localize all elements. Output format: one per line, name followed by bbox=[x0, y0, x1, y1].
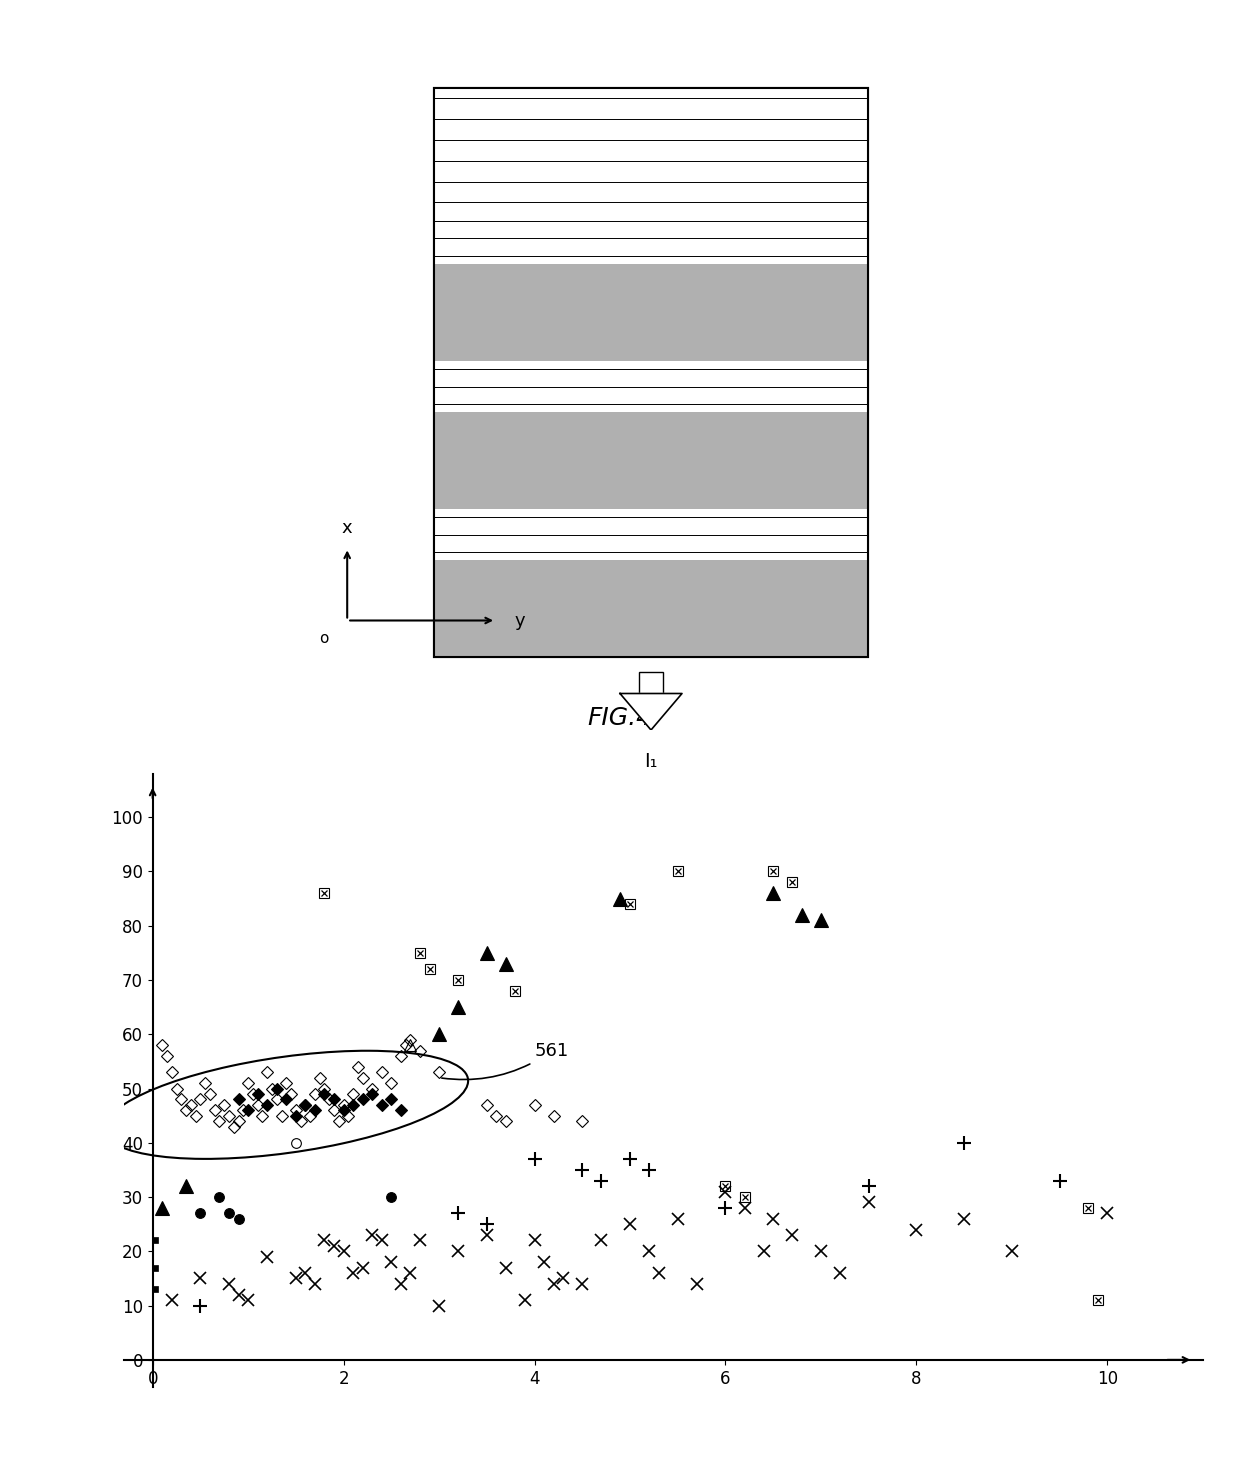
Bar bbox=[434, 543, 868, 561]
Text: 561: 561 bbox=[441, 1042, 569, 1079]
Bar bbox=[434, 247, 868, 264]
Bar bbox=[434, 88, 868, 657]
Bar bbox=[434, 231, 868, 247]
Bar bbox=[434, 510, 868, 526]
Bar bbox=[434, 88, 868, 657]
Bar bbox=[434, 361, 868, 378]
Bar bbox=[434, 378, 868, 396]
Text: FIG.4: FIG.4 bbox=[588, 707, 652, 730]
Bar bbox=[434, 213, 868, 229]
Bar bbox=[434, 264, 868, 361]
Bar bbox=[434, 88, 868, 213]
Bar bbox=[639, 672, 663, 694]
Text: I₁: I₁ bbox=[645, 752, 657, 771]
Text: x: x bbox=[342, 518, 352, 536]
Text: o: o bbox=[319, 631, 329, 647]
Bar bbox=[434, 526, 868, 543]
Polygon shape bbox=[620, 694, 682, 730]
Text: y: y bbox=[515, 612, 526, 629]
Bar bbox=[434, 396, 868, 412]
Bar bbox=[434, 412, 868, 510]
Bar bbox=[434, 561, 868, 657]
